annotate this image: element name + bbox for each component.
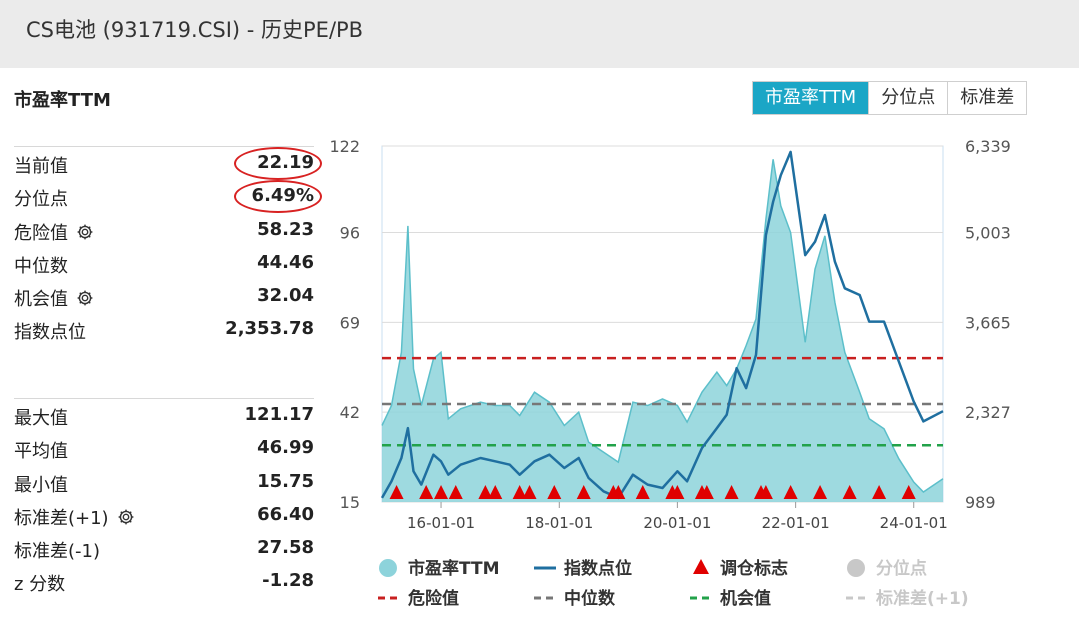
gear-icon[interactable] <box>117 508 135 526</box>
pe-line <box>381 159 944 493</box>
stat-value: 2,353.78 <box>225 318 314 340</box>
rebalance-marker <box>699 485 714 499</box>
rebalance-marker <box>635 485 650 499</box>
stat-label: z 分数 <box>14 574 66 596</box>
left-tick-label: 122 <box>330 137 360 156</box>
tab-std-dev[interactable]: 标准差 <box>947 82 1027 114</box>
stat-value: 121.17 <box>244 404 314 425</box>
legend-label[interactable]: 指数点位 <box>564 558 632 579</box>
stat-row: 机会值 32.04 <box>14 280 314 313</box>
stat-label: 最大值 <box>14 408 68 429</box>
gear-icon[interactable] <box>76 289 94 307</box>
stat-value: -1.28 <box>262 570 314 592</box>
x-tick-label: 22-01-01 <box>762 514 830 532</box>
x-tick-label: 16-01-01 <box>407 514 475 532</box>
stat-label: 中位数 <box>14 255 68 277</box>
legend-label[interactable]: 机会值 <box>720 588 771 609</box>
rebalance-marker <box>611 485 626 499</box>
rebalance-marker <box>670 485 685 499</box>
stat-row: 当前值 22.19 <box>14 147 322 180</box>
highlight-circle <box>234 147 322 180</box>
rebalance-marker <box>783 485 798 499</box>
legend-label[interactable]: 危险值 <box>407 588 459 609</box>
index-line <box>380 150 944 500</box>
legend-label[interactable]: 调仓标志 <box>720 558 788 579</box>
stat-label: 标准差(-1) <box>14 541 100 563</box>
rebalance-marker <box>522 485 537 499</box>
stat-value: 66.40 <box>257 503 314 525</box>
pe-area <box>382 159 943 503</box>
legend-label[interactable]: 分位点 <box>876 558 927 579</box>
stat-label: 最小值 <box>14 474 68 496</box>
stat-label: 平均值 <box>14 441 68 463</box>
rebalance-marker <box>448 485 463 499</box>
legend-label[interactable]: 中位数 <box>564 588 616 609</box>
rebalance-marker <box>434 485 449 499</box>
highlight-circle <box>234 180 322 214</box>
stat-row: 标准差(+1) 66.40 <box>14 499 314 532</box>
stat-label: 当前值 <box>14 156 68 177</box>
page-title: CS电池 (931719.CSI) - 历史PE/PB <box>26 18 364 42</box>
rebalance-marker <box>389 485 404 499</box>
legend-symbol <box>379 559 397 577</box>
right-tick-label: 5,003 <box>965 224 1011 243</box>
stat-row: 指数点位 2,353.78 <box>14 313 314 346</box>
stat-label: 危险值 <box>14 219 94 245</box>
rebalance-marker <box>724 485 739 499</box>
left-tick-label: 69 <box>340 313 360 332</box>
stat-label: 分位点 <box>14 189 68 211</box>
stat-row: 最大值 121.17 <box>14 399 314 432</box>
stat-row: 危险值 58.23 <box>14 214 314 247</box>
stat-value: 58.23 <box>257 218 314 240</box>
rebalance-marker <box>488 485 503 499</box>
left-tick-label: 96 <box>340 224 360 243</box>
rebalance-marker <box>547 485 562 499</box>
tab-pe-ttm[interactable]: 市盈率TTM <box>753 82 869 114</box>
right-tick-label: 989 <box>965 493 996 512</box>
legend-symbol <box>847 559 865 577</box>
stats-current: 当前值 22.19 分位点 6.49% 危险值 58.23 中位数 44.46 机会值 32.04… <box>14 146 322 347</box>
section-title: 市盈率TTM <box>14 90 111 111</box>
right-tick-label: 3,665 <box>965 313 1011 332</box>
stat-label: 标准差(+1) <box>14 504 135 530</box>
stat-value: 15.75 <box>257 470 314 492</box>
stat-value: 46.99 <box>257 437 314 459</box>
stat-row: 最小值 15.75 <box>14 466 314 499</box>
stats-history: 最大值 121.17 平均值 46.99 最小值 15.75 标准差(+1) 66.40 标准差… <box>14 398 314 599</box>
stat-value: 44.46 <box>257 251 314 273</box>
x-tick-label: 20-01-01 <box>643 514 711 532</box>
stat-label: 指数点位 <box>14 322 86 344</box>
x-tick-label: 24-01-01 <box>880 514 948 532</box>
rebalance-marker <box>901 485 916 499</box>
stat-row: z 分数 -1.28 <box>14 565 314 598</box>
stat-row: 分位点 6.49% <box>14 180 322 214</box>
rebalance-marker <box>842 485 857 499</box>
rebalance-marker <box>478 485 493 499</box>
rebalance-marker <box>813 485 828 499</box>
legend-label[interactable]: 市盈率TTM <box>408 558 500 579</box>
title-bar: CS电池 (931719.CSI) - 历史PE/PB <box>0 0 1079 58</box>
stat-row: 标准差(-1) 27.58 <box>14 532 314 565</box>
rebalance-marker <box>512 485 527 499</box>
gear-icon[interactable] <box>76 223 94 241</box>
right-tick-label: 2,327 <box>965 403 1011 422</box>
rebalance-marker <box>576 485 591 499</box>
legend-symbol <box>693 559 709 574</box>
rebalance-marker <box>872 485 887 499</box>
pe-history-chart: 122 6,339 96 5,003 69 3,665 42 2,327 15 989 16-01-… <box>330 137 1011 609</box>
stat-row: 中位数 44.46 <box>14 247 314 280</box>
metric-tabs: 市盈率TTM 分位点 标准差 <box>752 81 1028 115</box>
rebalance-marker <box>758 485 773 499</box>
left-tick-label: 15 <box>340 493 360 512</box>
right-tick-label: 6,339 <box>965 137 1011 156</box>
stat-value: 27.58 <box>257 537 314 559</box>
stat-label: 机会值 <box>14 285 94 311</box>
left-tick-label: 42 <box>340 403 360 422</box>
x-tick-label: 18-01-01 <box>525 514 593 532</box>
rebalance-marker <box>419 485 434 499</box>
tab-percentile[interactable]: 分位点 <box>868 82 948 114</box>
stat-value: 32.04 <box>257 285 314 307</box>
legend-label[interactable]: 标准差(+1) <box>876 588 969 609</box>
stat-row: 平均值 46.99 <box>14 432 314 465</box>
